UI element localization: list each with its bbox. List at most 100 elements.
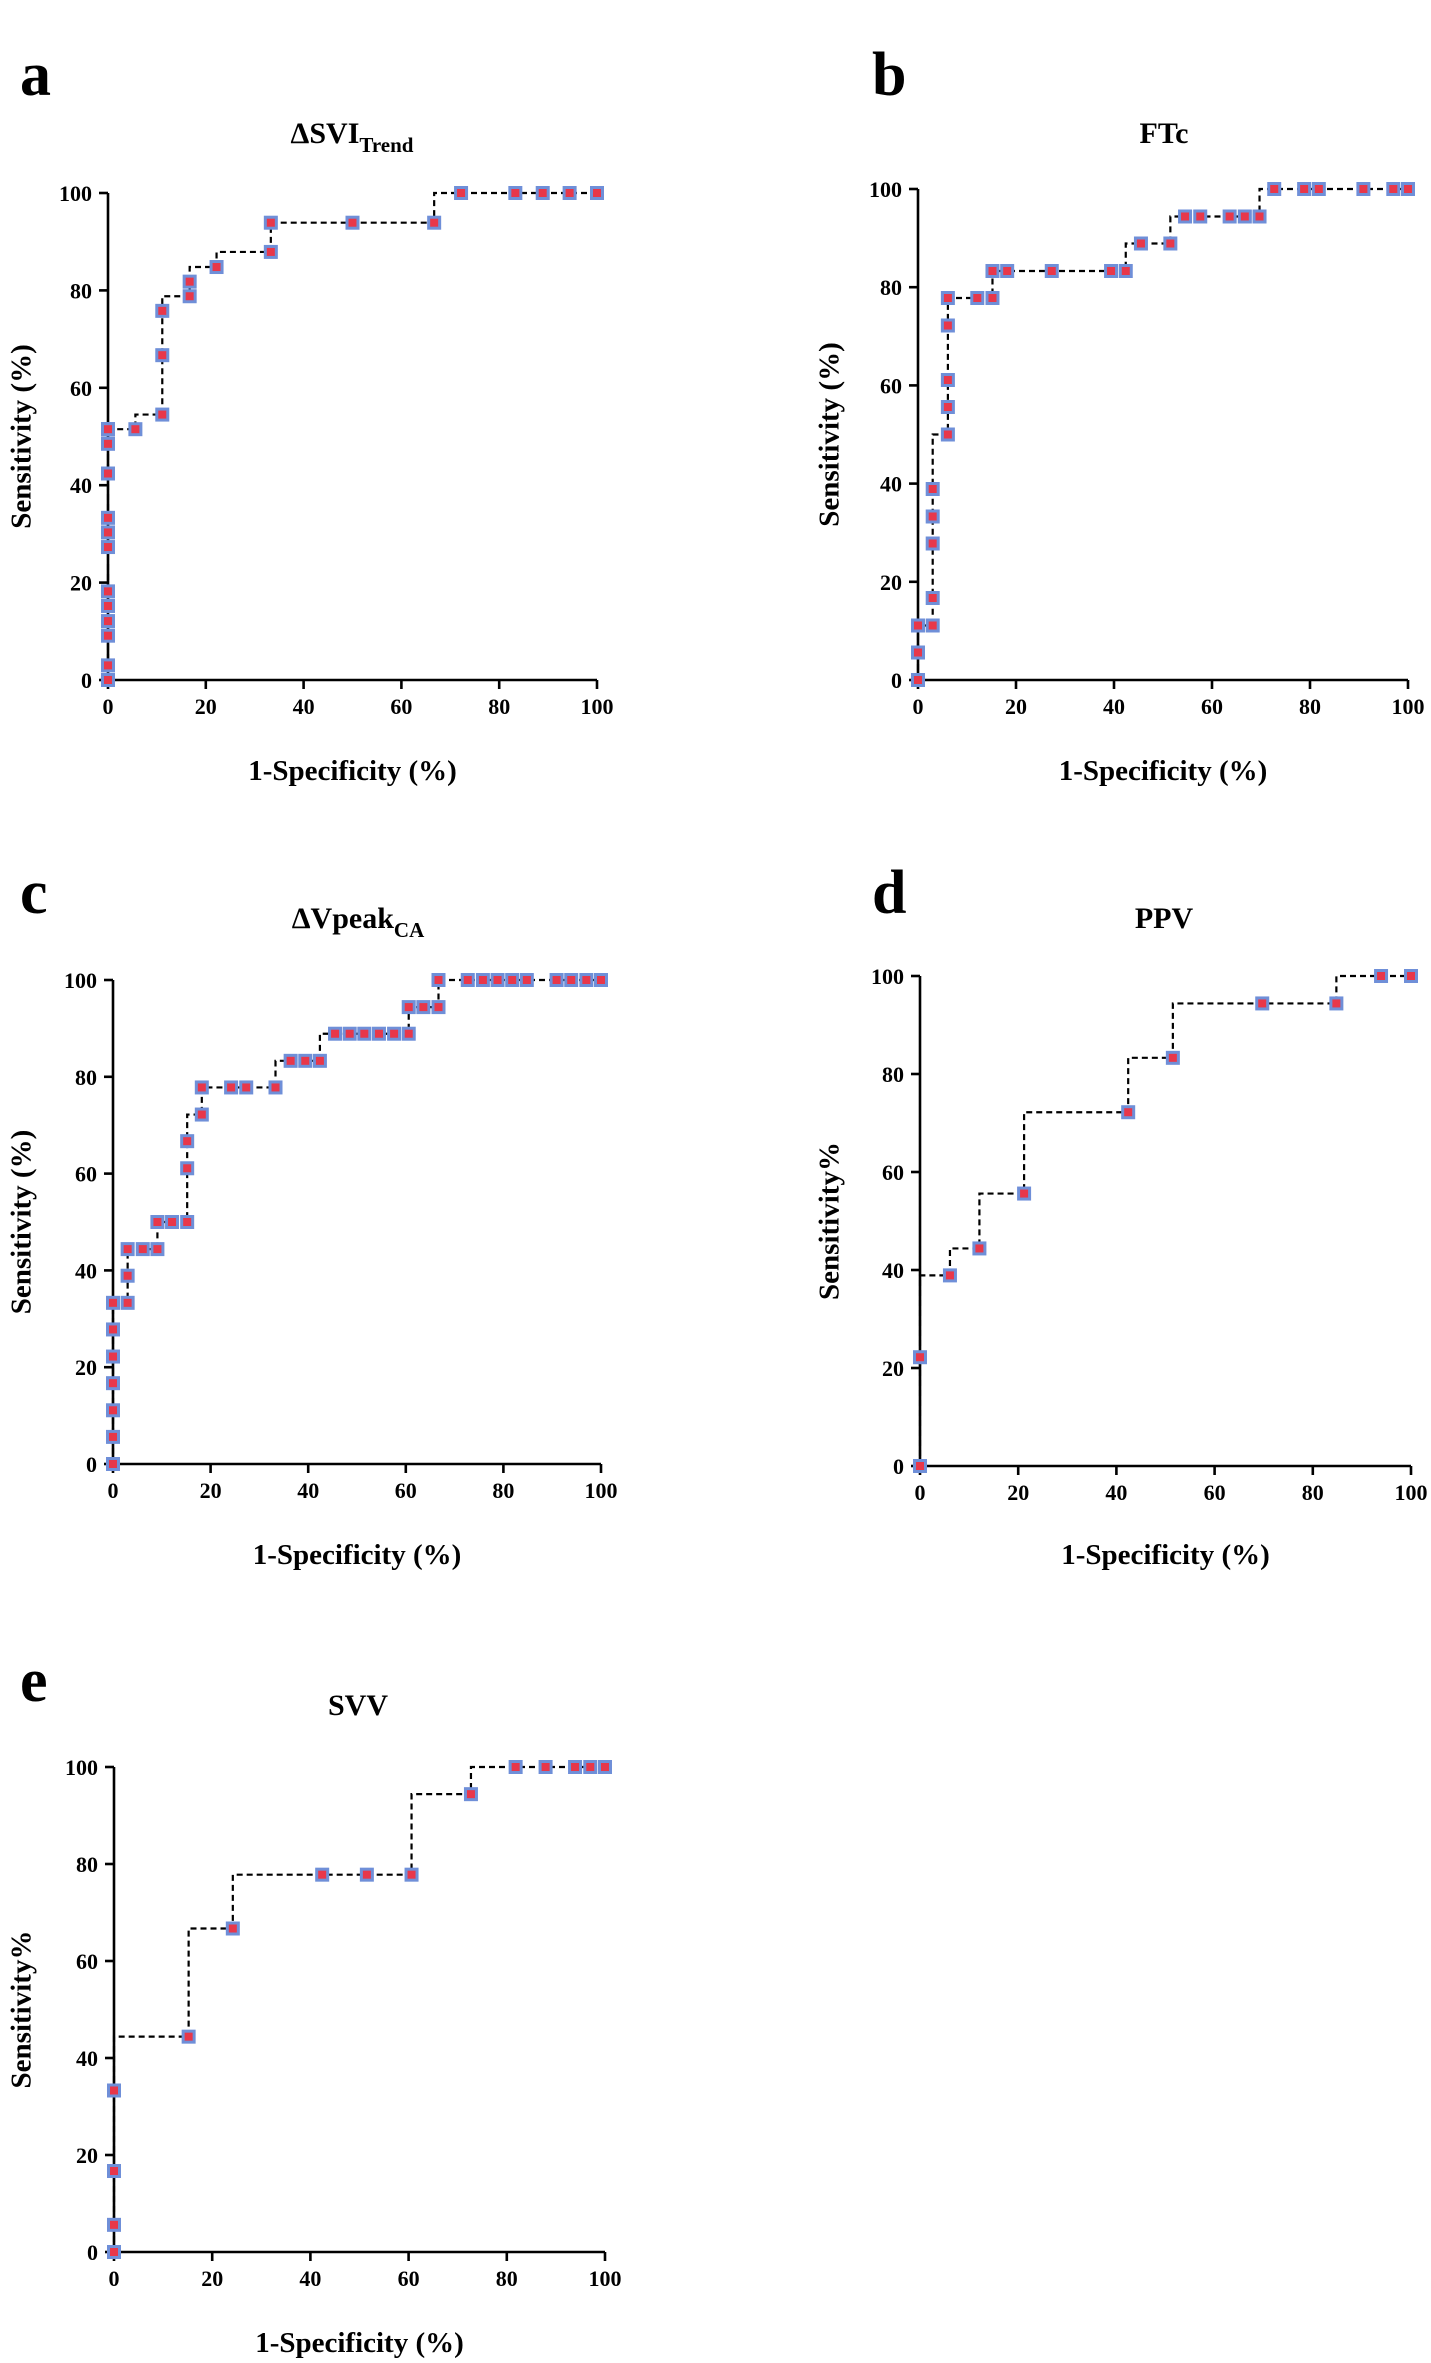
x-tick-label: 20 xyxy=(195,694,217,719)
roc-point xyxy=(416,1000,431,1015)
roc-point xyxy=(180,1161,195,1176)
y-tick-label: 100 xyxy=(64,968,97,993)
x-tick-label: 40 xyxy=(297,1478,319,1503)
roc-point xyxy=(940,318,955,333)
y-tick-label: 40 xyxy=(882,1258,904,1283)
roc-point xyxy=(101,628,115,643)
y-tick-label: 80 xyxy=(70,278,92,303)
y-tick-label: 40 xyxy=(75,1258,97,1283)
y-tick-label: 20 xyxy=(882,1356,904,1381)
roc-point xyxy=(1178,209,1193,224)
roc-panel-d: d PPV 0 20 40 60 80 100 0 20 40 60 80 100 1-Specificit… xyxy=(814,859,1428,1571)
roc-point xyxy=(371,1026,386,1041)
x-axis-label: 1-Specificity (%) xyxy=(253,1539,462,1571)
roc-point xyxy=(106,1457,120,1471)
roc-point xyxy=(925,482,940,497)
y-tick-label: 100 xyxy=(869,177,902,202)
roc-point xyxy=(1386,182,1401,196)
roc-point xyxy=(564,973,579,987)
roc-curve xyxy=(112,1765,605,2252)
roc-point xyxy=(357,1026,372,1041)
roc-point xyxy=(985,263,1000,278)
roc-point xyxy=(940,400,955,415)
x-tick-label: 100 xyxy=(581,694,614,719)
roc-panel-e: e SVV 0 20 40 60 80 100 0 20 40 60 80 100 1-Specificit… xyxy=(6,1647,622,2359)
roc-point xyxy=(1255,996,1270,1011)
y-axis-label: Sensitivity (%) xyxy=(814,342,846,526)
x-tick-label: 80 xyxy=(1302,1480,1324,1505)
roc-point xyxy=(263,215,278,230)
roc-point xyxy=(1404,969,1418,983)
roc-point xyxy=(985,291,1000,306)
roc-point xyxy=(150,1215,165,1229)
y-tick-label: 80 xyxy=(880,275,902,300)
roc-point xyxy=(925,509,940,524)
y-tick-label: 20 xyxy=(880,570,902,595)
roc-point xyxy=(298,1053,313,1068)
roc-point xyxy=(101,466,115,481)
roc-point xyxy=(508,1760,523,1774)
chart-title: ΔVpeakCA xyxy=(292,902,425,942)
x-tick-label: 100 xyxy=(585,1478,618,1503)
roc-point xyxy=(101,525,115,540)
y-tick-label: 20 xyxy=(76,2143,98,2168)
roc-point xyxy=(180,1215,195,1229)
roc-point xyxy=(155,348,170,363)
roc-point xyxy=(913,1459,927,1473)
roc-point xyxy=(101,510,115,525)
roc-point xyxy=(1133,236,1148,251)
roc-point xyxy=(342,1026,357,1041)
y-tick-label: 0 xyxy=(891,668,902,693)
y-tick-label: 80 xyxy=(75,1065,97,1090)
roc-point xyxy=(940,291,955,306)
y-tick-label: 100 xyxy=(65,1755,98,1780)
panel-letter: c xyxy=(20,859,48,927)
roc-point xyxy=(194,1107,209,1122)
roc-point xyxy=(401,1000,416,1015)
y-tick-label: 80 xyxy=(882,1062,904,1087)
roc-point xyxy=(107,2245,121,2259)
roc-point xyxy=(911,618,925,633)
roc-point xyxy=(225,1921,240,1936)
roc-point xyxy=(107,2217,121,2232)
roc-point xyxy=(454,186,469,200)
roc-point xyxy=(1000,263,1015,278)
roc-point xyxy=(150,1242,165,1257)
roc-curve xyxy=(916,187,1408,680)
y-tick-label: 60 xyxy=(880,373,902,398)
roc-point xyxy=(101,598,115,613)
y-axis-label: Sensitivity (%) xyxy=(6,344,38,528)
roc-point xyxy=(180,1134,195,1149)
roc-point xyxy=(106,1403,120,1418)
roc-point xyxy=(106,1349,120,1364)
x-axis-label: 1-Specificity (%) xyxy=(248,755,457,787)
roc-point xyxy=(263,244,278,259)
roc-point xyxy=(579,973,594,987)
roc-point xyxy=(583,1760,598,1774)
roc-point xyxy=(106,1322,120,1337)
x-tick-label: 100 xyxy=(589,2266,622,2291)
x-tick-label: 60 xyxy=(390,694,412,719)
panel-letter: d xyxy=(872,859,906,927)
roc-point xyxy=(239,1080,254,1095)
roc-point xyxy=(940,427,955,442)
roc-point xyxy=(598,1760,612,1774)
roc-point xyxy=(1165,1050,1180,1065)
roc-point xyxy=(1401,182,1415,196)
roc-point xyxy=(1044,263,1059,278)
y-tick-label: 40 xyxy=(70,473,92,498)
roc-point xyxy=(345,215,360,230)
x-tick-label: 60 xyxy=(398,2266,420,2291)
roc-point xyxy=(925,618,940,633)
x-tick-label: 20 xyxy=(1007,1480,1029,1505)
roc-point xyxy=(181,2029,196,2044)
roc-point xyxy=(475,973,490,987)
roc-point xyxy=(590,186,604,200)
roc-point xyxy=(107,2164,121,2179)
x-axis-label: 1-Specificity (%) xyxy=(1061,1539,1270,1571)
x-tick-label: 80 xyxy=(1299,694,1321,719)
roc-point xyxy=(315,1867,330,1882)
roc-point xyxy=(1104,263,1119,278)
x-axis-label: 1-Specificity (%) xyxy=(1059,755,1268,787)
